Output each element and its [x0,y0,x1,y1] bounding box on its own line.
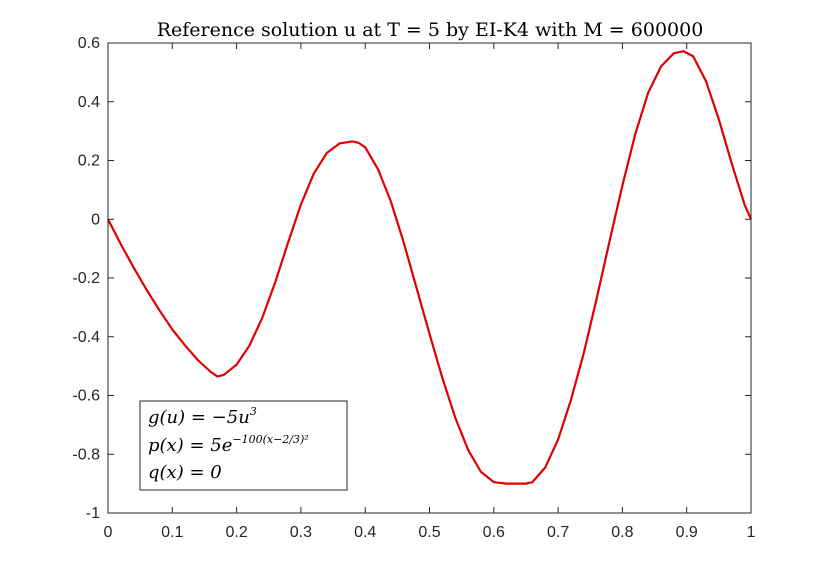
data-point [236,364,238,366]
data-point [583,352,585,354]
data-point [146,289,148,291]
x-tick-label: 0.6 [483,524,505,541]
data-point [429,333,431,335]
x-tick-label: 0.1 [161,524,183,541]
data-point [364,146,366,148]
data-point [313,173,315,175]
y-axis: 0.6 0.4 0.2 0 -0.2 -0.4 -0.6 -0.8 -1 [72,35,751,522]
y-tick-label: 0.2 [78,153,100,170]
data-point [416,287,418,289]
data-point [223,374,225,376]
data-point [647,92,649,94]
y-tick-label: -0.2 [72,270,100,287]
y-tick-label: -0.6 [72,388,100,405]
data-point [377,168,379,170]
x-tick-label: 0.3 [290,524,312,541]
data-point [467,449,469,451]
legend: g(u) = −5u3 p(x) = 5e−100(x−2/3)² q(x) =… [139,400,348,491]
data-point [184,345,186,347]
legend-box [139,400,348,491]
series-line-u [107,50,753,485]
legend-entry-q: q(x) = 0 [148,462,222,483]
legend-entry-g: g(u) = −5u3 [148,405,257,428]
data-point [351,140,353,142]
data-point [358,142,360,144]
x-tick-label: 0 [104,524,113,541]
data-point [403,242,405,244]
data-point [210,371,212,373]
data-point [682,50,684,52]
data-point [557,439,559,441]
data-point [570,399,572,401]
data-point [287,242,289,244]
x-tick-label: 1 [747,524,756,541]
x-axis: 0 0.1 0.2 0.3 0.4 0.5 0.6 0.7 0.8 0.9 1 [104,43,756,541]
y-tick-label: -0.4 [72,329,100,346]
data-point [525,483,527,485]
data-point [120,243,122,245]
data-point [634,133,636,135]
data-point [596,298,598,300]
y-tick-label: 0.4 [78,94,100,111]
x-tick-label: 0.2 [225,524,247,541]
data-point [673,52,675,54]
data-point [261,317,263,319]
y-tick-label: 0.6 [78,35,100,52]
data-point [493,481,495,483]
data-point [171,328,173,330]
data-point [609,240,611,242]
data-point [216,375,218,377]
data-point [718,118,720,120]
y-tick-label: 0 [91,211,100,228]
x-tick-label: 0.9 [676,524,698,541]
data-point [300,204,302,206]
data-point [621,184,623,186]
data-point [660,66,662,68]
data-point [731,162,733,164]
data-point [544,466,546,468]
x-tick-label: 0.5 [418,524,440,541]
x-tick-label: 0.8 [611,524,633,541]
data-point [454,417,456,419]
data-point [506,483,508,485]
data-point [390,201,392,203]
axes-box [107,42,752,514]
data-point [248,345,250,347]
legend-entry-p: p(x) = 5e−100(x−2/3)² [148,433,309,456]
data-point [197,359,199,361]
x-tick-label: 0.4 [354,524,376,541]
data-point [692,55,694,57]
x-tick-label: 0.7 [547,524,569,541]
data-point [274,281,276,283]
chart-title: Reference solution u at T = 5 by EI-K4 w… [157,19,704,41]
y-tick-label: -1 [86,505,100,522]
data-point [744,204,746,206]
data-point [326,152,328,154]
data-point [338,142,340,144]
y-tick-label: -0.8 [72,446,100,463]
data-point [480,471,482,473]
data-point [441,377,443,379]
data-point [519,483,521,485]
data-point [531,481,533,483]
data-point [158,309,160,311]
data-point [705,80,707,82]
data-point [133,267,135,269]
